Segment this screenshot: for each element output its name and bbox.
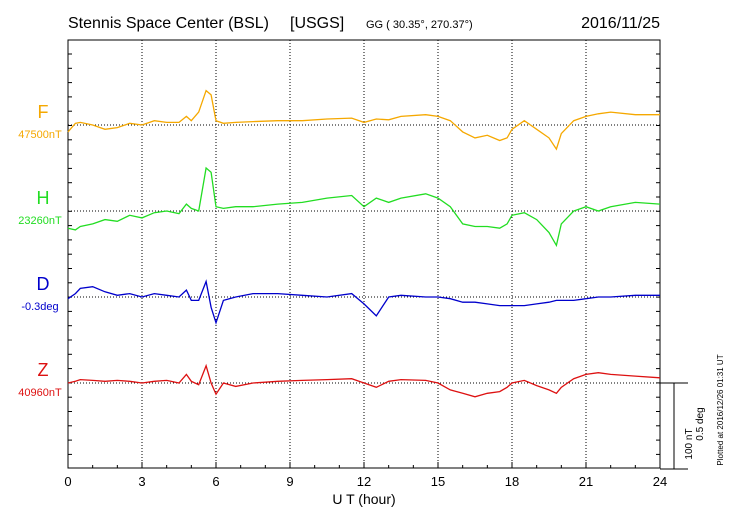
x-tick-label: 0 — [64, 474, 71, 489]
scale-bar: 100 nT 0.5 deg — [660, 382, 706, 470]
series-labels: F 47500nT H 23260nT D -0.3deg Z 40960nT — [18, 102, 62, 399]
x-tick-label: 15 — [431, 474, 445, 489]
series-name-d: D — [37, 274, 50, 294]
grid-lines — [68, 40, 660, 468]
chart-title-station: Stennis Space Center (BSL) — [68, 15, 269, 32]
axis-ticks: 0 3 6 9 12 15 18 21 24 — [64, 53, 667, 489]
series-baseline-z: 40960nT — [18, 387, 62, 399]
scale-bar-deg-label: 0.5 deg — [695, 407, 706, 440]
series-line-d — [67, 279, 660, 325]
x-axis-label: U T (hour) — [332, 491, 395, 507]
series-group — [67, 89, 661, 398]
x-tick-label: 9 — [286, 474, 293, 489]
plotted-note: Plotted at 2016/12/26 01:31 UT — [716, 354, 725, 465]
series-name-z: Z — [38, 360, 49, 380]
series-baseline-h: 23260nT — [18, 215, 62, 227]
chart-title-date: 2016/11/25 — [581, 15, 660, 32]
x-tick-label: 24 — [653, 474, 667, 489]
series-line-z — [67, 363, 661, 398]
series-line-f — [67, 89, 660, 151]
x-tick-label: 18 — [505, 474, 519, 489]
series-baseline-f: 47500nT — [18, 129, 62, 141]
series-baseline-d: -0.3deg — [21, 301, 58, 313]
series-name-f: F — [38, 102, 49, 122]
x-tick-label: 3 — [138, 474, 145, 489]
chart-title-coords: GG ( 30.35°, 270.37°) — [366, 19, 473, 31]
series-line-h — [67, 166, 661, 248]
scale-bar-nt-label: 100 nT — [684, 428, 695, 459]
x-tick-label: 6 — [212, 474, 219, 489]
series-name-h: H — [37, 188, 50, 208]
x-tick-label: 12 — [357, 474, 371, 489]
chart-title-source: [USGS] — [290, 15, 344, 32]
x-tick-label: 21 — [579, 474, 593, 489]
